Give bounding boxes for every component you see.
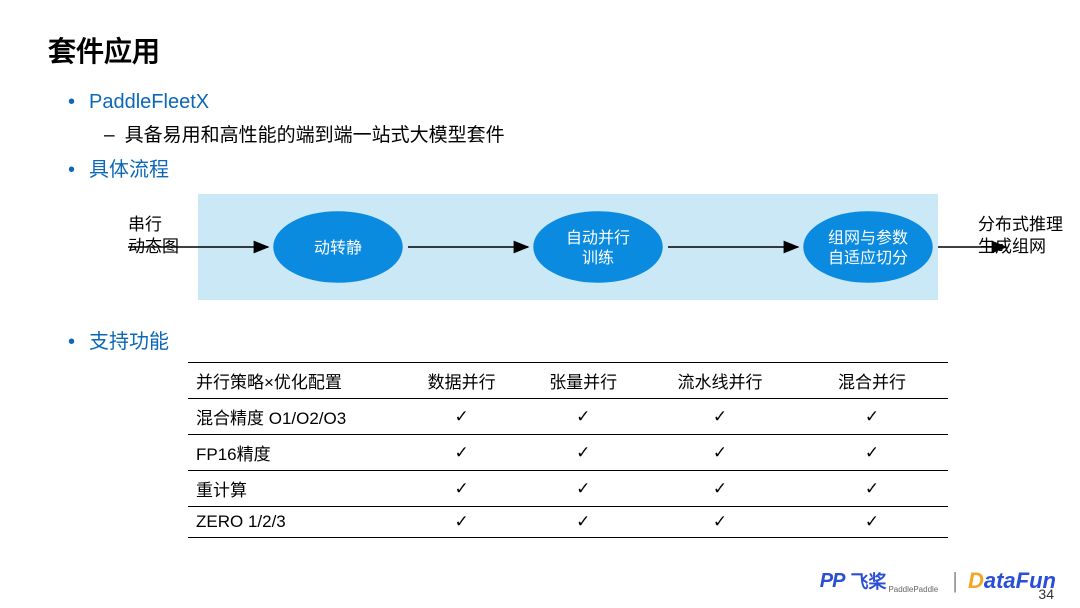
table-cell: ✓ (644, 399, 796, 435)
bullet-dot: • (68, 88, 75, 116)
bullet-paddlefleetx-desc: – 具备易用和高性能的端到端一站式大模型套件 (104, 122, 1032, 150)
flow-node-label: 动转静 (314, 239, 362, 257)
flow-node-label: 训练 (582, 249, 614, 267)
table-cell: ✓ (401, 471, 523, 507)
table-cell: ZERO 1/2/3 (188, 507, 401, 538)
table-row: 混合精度 O1/O2/O3✓✓✓✓ (188, 399, 948, 435)
bullet-dash: – (104, 122, 115, 150)
table-cell: ✓ (401, 435, 523, 471)
flow-node-label: 自适应切分 (828, 248, 908, 267)
table-cell: ✓ (522, 507, 644, 538)
bullet-dot: • (68, 156, 75, 184)
table-header-cell: 张量并行 (522, 363, 644, 399)
table-cell: ✓ (796, 435, 948, 471)
flow-svg: 动转静 自动并行训练 组网与参数自适应切分 (108, 194, 1068, 314)
table-cell: ✓ (796, 471, 948, 507)
bullet-features-label: 支持功能 (89, 328, 169, 356)
table-header-cell: 并行策略×优化配置 (188, 363, 401, 399)
paddle-logo-sub: PaddlePaddle (888, 585, 938, 594)
table-cell: ✓ (644, 471, 796, 507)
table-cell: ✓ (401, 399, 523, 435)
flow-node-label: 组网与参数 (828, 229, 908, 247)
flow-node-label: 自动并行 (566, 229, 630, 247)
table-cell: ✓ (796, 399, 948, 435)
flow-diagram: 串行 动态图 分布式推理 生成组网 动转静自动并行训练组网与参数自适应切分 (108, 194, 1068, 314)
feature-table: 并行策略×优化配置数据并行张量并行流水线并行混合并行 混合精度 O1/O2/O3… (188, 362, 948, 538)
table-header-row: 并行策略×优化配置数据并行张量并行流水线并行混合并行 (188, 363, 948, 399)
paddle-logo: PP 飞桨 PaddlePaddle (820, 568, 943, 594)
table-header-cell: 数据并行 (401, 363, 523, 399)
table-cell: FP16精度 (188, 435, 401, 471)
logo-divider: | (952, 568, 958, 594)
table-body: 混合精度 O1/O2/O3✓✓✓✓FP16精度✓✓✓✓重计算✓✓✓✓ZERO 1… (188, 399, 948, 538)
table-header-cell: 混合并行 (796, 363, 948, 399)
paddle-logo-zh: 飞桨 (850, 568, 886, 594)
slide: 套件应用 • PaddleFleetX – 具备易用和高性能的端到端一站式大模型… (0, 0, 1080, 608)
table-row: FP16精度✓✓✓✓ (188, 435, 948, 471)
page-title: 套件应用 (48, 30, 1032, 70)
bullet-flow: • 具体流程 (68, 156, 1032, 184)
table-row: ZERO 1/2/3✓✓✓✓ (188, 507, 948, 538)
bullet-dot: • (68, 328, 75, 356)
table-cell: ✓ (644, 435, 796, 471)
table-cell: 重计算 (188, 471, 401, 507)
table-cell: ✓ (522, 399, 644, 435)
bullet-paddlefleetx-desc-label: 具备易用和高性能的端到端一站式大模型套件 (125, 122, 505, 150)
table-cell: ✓ (644, 507, 796, 538)
page-number: 34 (1038, 586, 1054, 602)
table-cell: ✓ (401, 507, 523, 538)
table-cell: ✓ (796, 507, 948, 538)
footer: PP 飞桨 PaddlePaddle | DataFun (820, 560, 1056, 602)
table-row: 重计算✓✓✓✓ (188, 471, 948, 507)
table-cell: ✓ (522, 435, 644, 471)
paddle-logo-mark: PP (820, 570, 845, 593)
bullet-paddlefleetx-label: PaddleFleetX (89, 88, 209, 116)
table-header-cell: 流水线并行 (644, 363, 796, 399)
flow-nodes: 动转静 自动并行训练 组网与参数自适应切分 (274, 212, 932, 282)
bullet-paddlefleetx: • PaddleFleetX (68, 88, 1032, 116)
datafun-logo-d: D (968, 568, 984, 593)
table-cell: 混合精度 O1/O2/O3 (188, 399, 401, 435)
bullet-flow-label: 具体流程 (89, 156, 169, 184)
table-cell: ✓ (522, 471, 644, 507)
bullet-features: • 支持功能 (68, 328, 1032, 356)
